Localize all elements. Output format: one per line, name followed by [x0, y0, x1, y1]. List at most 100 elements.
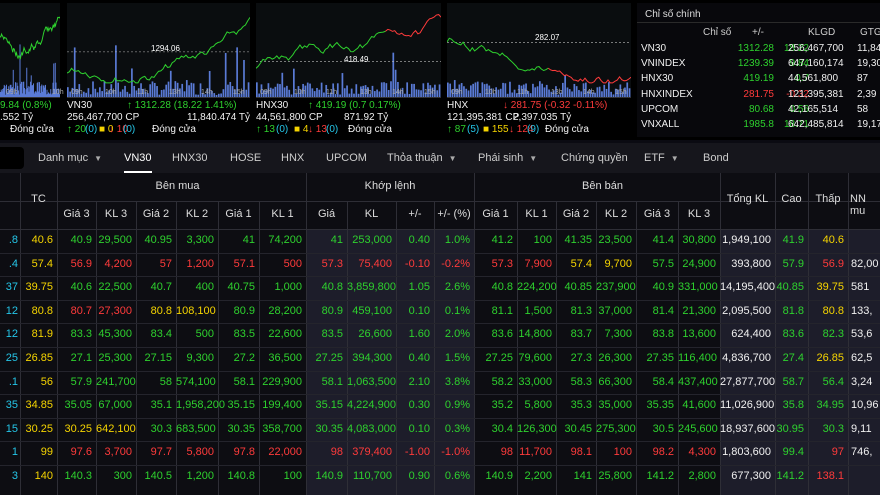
hnx30-mini-chart[interactable]: 418.49 09h 10h 11h 13h 14h 15h HNX30 ↑ 419.19 (0… [256, 3, 441, 137]
volume-bar [217, 93, 220, 97]
index-row-hnx30[interactable]: HNX30 419.19 0.7 44,561,800 87 [637, 73, 880, 88]
column-header[interactable]: Tổng KL [726, 193, 769, 205]
time-tick: 13h [169, 89, 181, 96]
main-index-tab[interactable]: Chỉ số chính [645, 9, 701, 20]
volume-bar [628, 88, 631, 97]
column-header[interactable]: Cao [781, 193, 802, 205]
chart-plot [0, 3, 60, 98]
column-header[interactable]: Giá 2 [562, 208, 590, 220]
tab-vn30[interactable]: VN30 [124, 143, 152, 173]
volume-bar [3, 84, 5, 97]
volume-bar [124, 85, 126, 97]
tab-ph-i-sinh[interactable]: Phái sinh ▼ [478, 143, 537, 173]
index-summary: HNX ↓ 281.75 (-0.32 -0.11%) 121,395,381 CP… [447, 100, 631, 136]
table-row[interactable]: .1 56 57.9 241,700 58 574,100 58.1 229,900 58.1 1… [0, 370, 880, 395]
hnx-mini-chart[interactable]: 282.07 09h 10h 11h 13h 14h 15h HNX ↓ 281.75 (-0.… [447, 3, 631, 137]
column-header[interactable]: +/- [408, 208, 422, 220]
column-header[interactable]: Giá 1 [225, 208, 252, 220]
volume-bar [399, 90, 402, 97]
table-cell: 57.4 [570, 257, 592, 270]
table-row[interactable]: 1 99 97.6 3,700 97.7 5,800 97.8 22,000 98 379,400… [0, 441, 880, 465]
volume-bar [495, 87, 497, 97]
volume-bar [9, 84, 11, 97]
tab-th-a-thu-n[interactable]: Thỏa thuận ▼ [387, 143, 457, 173]
table-cell: 80.7 [70, 304, 92, 317]
vn30-mini-chart[interactable]: 1294.06 09h 10h 11h 13h 14h 15h VN30 ↑ 1312.28 (… [67, 3, 250, 137]
index-change: 18.22 [783, 43, 809, 54]
table-cell: 27.25 [315, 352, 343, 364]
volume-bar [133, 85, 136, 97]
table-cell: 21,300 [682, 304, 716, 317]
index-summary: VN30 ↑ 1312.28 (18.22 1.41%) 256,467,700 C… [67, 100, 250, 136]
tab-ch-ng-quy-n[interactable]: Chứng quyền [561, 143, 628, 173]
column-header[interactable]: Giá 3 [63, 208, 90, 220]
volume-bar [529, 93, 532, 97]
row-divider [0, 417, 880, 419]
column-header[interactable]: KL 1 [525, 208, 548, 220]
column-header[interactable]: Giá 1 [482, 208, 509, 220]
column-header[interactable]: KL [364, 208, 379, 220]
vnindex-mini-chart[interactable]: 09h10h11h13h14h15h9.84 (0.8%).552 TỷĐóng… [0, 3, 184, 137]
volume-bar [57, 88, 59, 97]
column-divider [720, 173, 721, 495]
volume-bar [190, 82, 193, 97]
search-box[interactable] [0, 147, 24, 169]
column-header[interactable]: KL 3 [687, 208, 711, 220]
table-row[interactable]: .4 57.4 56.9 4,200 57 1,200 57.1 500 57.3 75,400-… [0, 252, 880, 277]
volume-bar [367, 87, 369, 97]
table-cell: 37 [5, 281, 18, 294]
column-header[interactable]: Giá 3 [643, 208, 671, 220]
tab-bond[interactable]: Bond [703, 143, 729, 173]
time-tick: 09h [71, 89, 83, 96]
table-row[interactable]: 25 26.85 27.1 25,300 27.15 9,300 27.2 36,500 27.… [0, 347, 880, 371]
volume-bar [617, 89, 619, 97]
index-row-vn30[interactable]: VN30 1312.28 18.22 256,467,700 11,84 [637, 43, 880, 58]
table-cell: 400 [195, 281, 214, 294]
volume-bar [453, 80, 456, 97]
column-header[interactable]: NN mu [850, 193, 866, 217]
table-row[interactable]: .8 40.6 40.9 29,500 40.95 3,300 41 74,200 41 253,… [0, 229, 880, 253]
tab-hose[interactable]: HOSE [230, 143, 261, 173]
volume-bar [53, 63, 55, 97]
column-header[interactable]: TC [31, 193, 46, 205]
volume-bar [54, 88, 55, 97]
table-row[interactable]: 35 34.85 35.05 67,000 35.1 1,958,200 35.15 199,… [0, 394, 880, 418]
volume-bar [513, 89, 516, 97]
column-header[interactable]: +/- (%) [437, 208, 471, 220]
table-cell: 229,900 [262, 375, 302, 388]
tab-etf[interactable]: ETF ▼ [644, 143, 679, 173]
column-header[interactable]: KL 1 [271, 208, 294, 220]
index-trade-value: 2,39 [857, 88, 877, 100]
tab-hnx30[interactable]: HNX30 [172, 143, 207, 173]
tab-danh-m-c[interactable]: Danh mục ▼ [38, 143, 102, 173]
index-row-hnxindex[interactable]: HNXINDEX 281.75 -0.32 121,395,381 2,39 [637, 89, 880, 104]
table-row[interactable]: 12 81.9 83.3 45,300 83.4 500 83.5 22,600 83.5 26,… [0, 323, 880, 347]
table-cell: 30,800 [682, 234, 716, 246]
table-cell: 0.6% [444, 470, 470, 482]
volume-bar [245, 89, 248, 97]
volume-bar [2, 88, 4, 97]
table-row[interactable]: 12 80.8 80.7 27,300 80.8 108,100 80.9 28,200 80.… [0, 299, 880, 324]
column-header[interactable]: Giá 2 [142, 208, 170, 220]
column-header[interactable]: KL 2 [185, 208, 209, 220]
table-row[interactable]: 3 140 140.3 300 140.5 1,200 140.8 100 140.9 110,7… [0, 465, 880, 489]
volume-bar [302, 83, 304, 97]
index-row-upcom[interactable]: UPCOM 80.68 0.56 42,165,514 58 [637, 104, 880, 119]
column-header[interactable]: KL 3 [104, 208, 128, 220]
column-header[interactable]: Thấp [815, 193, 841, 205]
time-tick: 10h [52, 89, 64, 96]
table-cell: 36,500 [268, 352, 302, 364]
index-row-vnindex[interactable]: VNINDEX 1239.39 9.84 647,160,174 19,30 [637, 58, 880, 73]
tab-upcom[interactable]: UPCOM [326, 143, 367, 173]
tab-hnx[interactable]: HNX [281, 143, 304, 173]
column-header[interactable]: Giá [317, 208, 336, 220]
summary-value: 9.84 (0.8%) [0, 100, 52, 111]
table-cell: 57 [159, 257, 172, 270]
volume-bar [50, 89, 52, 97]
index-row-vnxall[interactable]: VNXALL 1985.8 18.71 642,485,814 19,17 [637, 119, 880, 134]
table-cell: 14,800 [518, 328, 552, 341]
table-cell: 28,200 [268, 304, 302, 317]
column-header[interactable]: KL 2 [604, 208, 628, 220]
table-row[interactable]: 15 30.25 30.25 642,100 30.3 683,500 30.35 358,7… [0, 417, 880, 442]
table-row[interactable]: 37 39.75 40.6 22,500 40.7 400 40.75 1,000 40.8 3,… [0, 276, 880, 300]
